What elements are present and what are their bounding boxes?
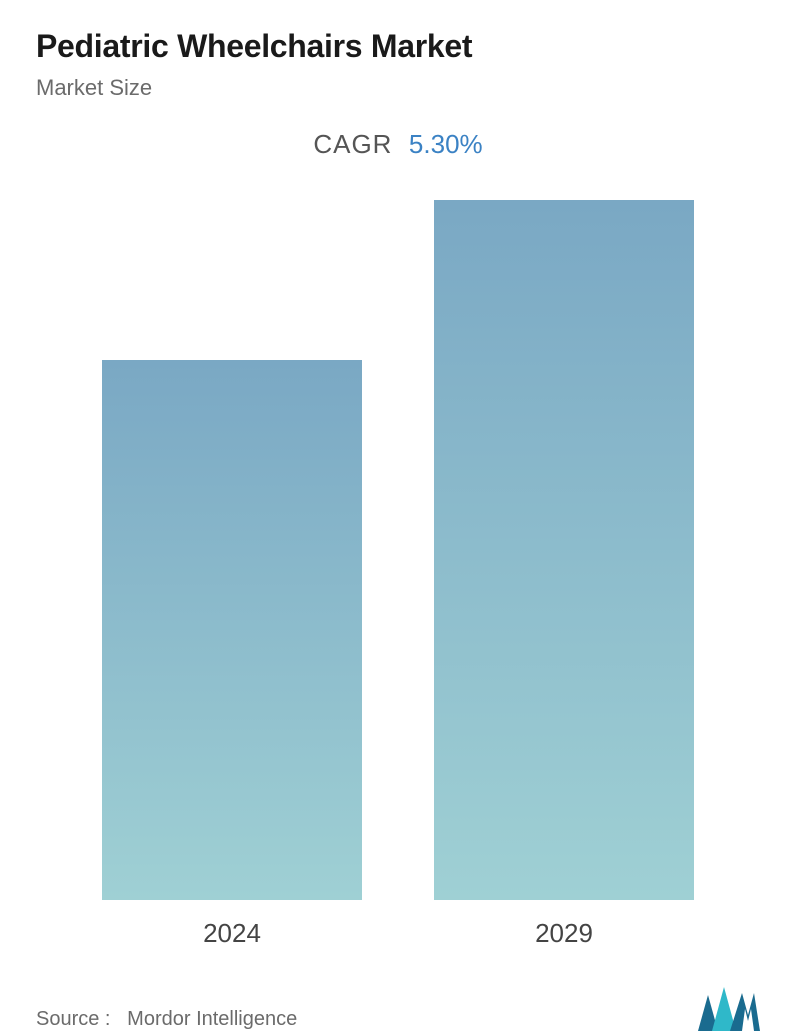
chart-subtitle: Market Size	[36, 75, 760, 101]
chart-title: Pediatric Wheelchairs Market	[36, 28, 760, 65]
chart-container: Pediatric Wheelchairs Market Market Size…	[0, 0, 796, 1034]
cagr-row: CAGR 5.30%	[36, 129, 760, 160]
cagr-label: CAGR	[313, 129, 392, 159]
brand-logo-icon	[698, 987, 760, 1031]
bar-label: 2024	[203, 918, 261, 949]
bar-group: 2029	[434, 200, 694, 949]
bar-label: 2029	[535, 918, 593, 949]
cagr-value: 5.30%	[409, 129, 483, 159]
chart-area: 2024 2029	[36, 200, 760, 949]
bar	[434, 200, 694, 900]
source-attribution: Source : Mordor Intelligence	[36, 1008, 297, 1031]
chart-footer: Source : Mordor Intelligence	[36, 979, 760, 1031]
source-label: Source :	[36, 1008, 110, 1030]
bar-group: 2024	[102, 200, 362, 949]
bar	[102, 360, 362, 900]
source-name: Mordor Intelligence	[127, 1008, 297, 1030]
